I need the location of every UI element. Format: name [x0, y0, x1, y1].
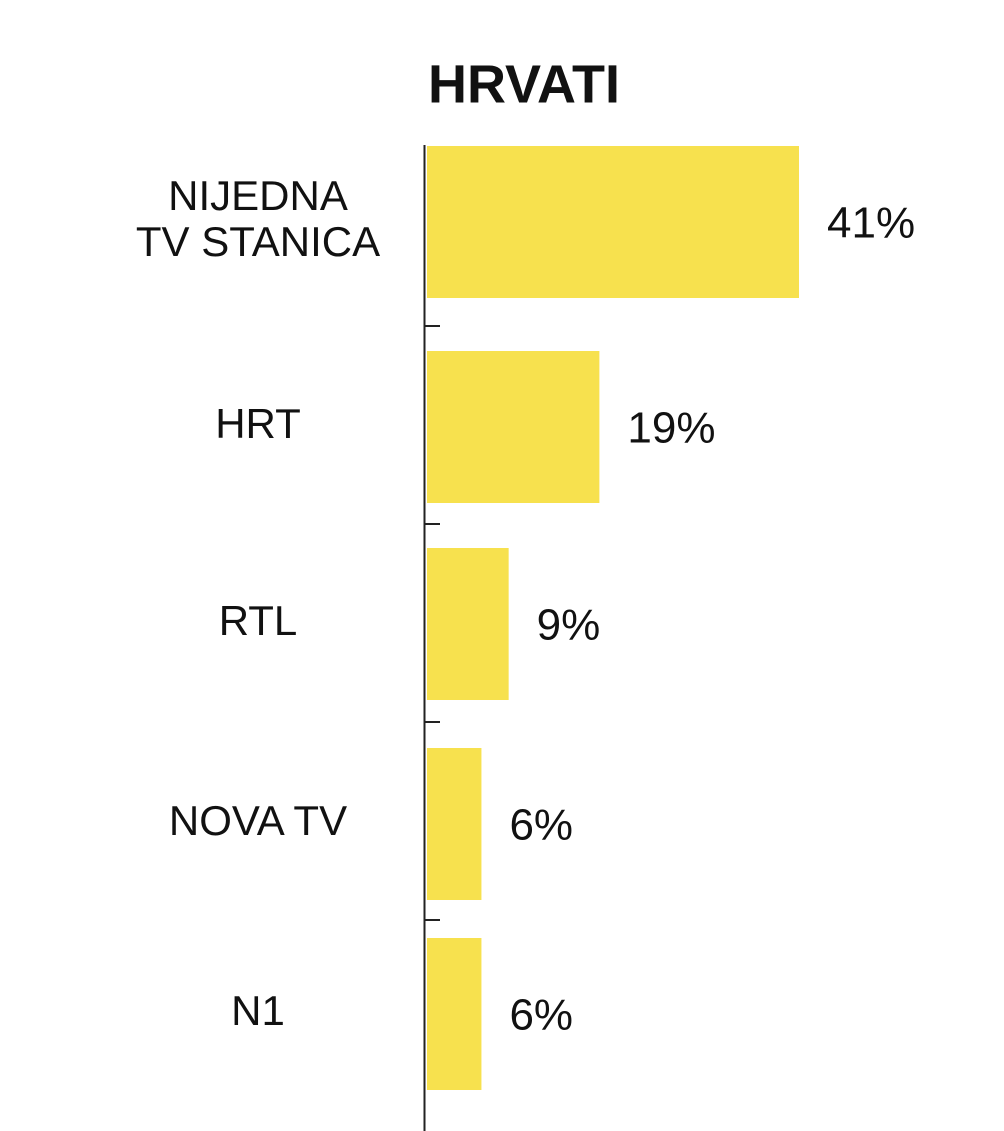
value-label: 6%	[509, 801, 573, 850]
category-label: NOVA TV	[169, 797, 347, 844]
bar	[427, 351, 600, 503]
bar	[427, 146, 799, 298]
value-label: 41%	[827, 199, 915, 248]
chart-title: HRVATI	[428, 54, 620, 114]
bar	[427, 938, 482, 1090]
value-label: 9%	[537, 601, 601, 650]
value-label: 6%	[509, 991, 573, 1040]
category-label: RTL	[219, 597, 298, 644]
bar	[427, 748, 482, 900]
category-label: NIJEDNA TV STANICA	[136, 172, 380, 265]
category-label: HRT	[215, 400, 301, 447]
bar	[427, 548, 509, 700]
value-label: 19%	[627, 404, 715, 453]
category-label: N1	[231, 987, 285, 1034]
